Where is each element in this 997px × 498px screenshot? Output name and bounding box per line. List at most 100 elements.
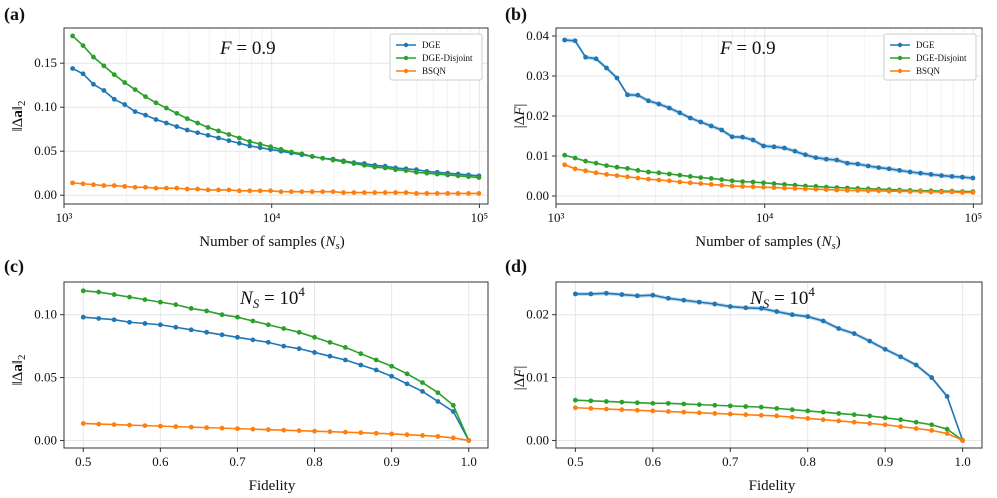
panel-a-dge-point <box>257 145 263 151</box>
panel-a-bsqn-point <box>320 189 326 195</box>
panel-d-bsqn-point <box>634 407 640 413</box>
panel-d-dge-point <box>898 354 904 360</box>
panel-d: 0.5 0.6 0.7 0.8 0.9 1.0 0.00 0.01 0.02 (d) NS = … <box>505 256 983 494</box>
panel-a-dge-disjoint-point <box>309 154 315 159</box>
panel-b-dge-disjoint-point <box>562 152 568 158</box>
panel-a-dge-disjoint-point <box>434 171 440 177</box>
panel-c-frame <box>63 281 489 449</box>
panel-b-bsqn-point <box>886 188 892 194</box>
panel-b-dge-point <box>761 143 766 149</box>
panel-b-dge-point <box>729 134 735 140</box>
panel-b-dge-point <box>740 134 746 140</box>
panel-b-dge-point <box>625 92 630 98</box>
panel-a-dge-point <box>70 66 75 71</box>
panel-b-dge-disjoint-point <box>635 168 641 173</box>
panel-d-dge-disjoint-point <box>572 397 578 403</box>
panel-a-bsqn-point <box>236 188 242 194</box>
panel-a-dge-point <box>163 120 169 126</box>
panel-c-y-tick-label: 0.00 <box>34 432 57 447</box>
panel-c-dge-point <box>327 353 333 359</box>
panel-d-ylabel: |ΔF| <box>512 366 528 391</box>
panel-a-dge-disjoint-point <box>91 54 96 60</box>
panel-d-x-tick-label: 1.0 <box>955 454 971 469</box>
panel-c-dge-point <box>312 350 317 355</box>
panel-d-bsqn-point <box>603 406 609 412</box>
panel-a-bsqn-point <box>341 190 346 195</box>
panel-b-dge-point <box>918 170 923 176</box>
panel-b-dge-point <box>562 37 568 43</box>
panel-a-dge-point <box>226 138 232 144</box>
panel-d-dge-disjoint-point <box>867 413 873 419</box>
panel-a-bsqn-point <box>111 183 117 188</box>
panel-a-dge-disjoint-point <box>132 87 138 92</box>
panel-b-dge-disjoint-point <box>729 178 735 184</box>
panel-a-bsqn-point <box>163 185 169 191</box>
panel-d-dge-point <box>851 331 857 336</box>
panel-b-dge-point <box>844 160 850 166</box>
panel-a-bsqn-point <box>455 191 461 196</box>
panel-b-dge-disjoint-point <box>771 181 777 187</box>
panel-c-y-tick-label: 0.05 <box>34 370 57 385</box>
panel-d-dge-point <box>882 346 888 352</box>
panel-c-dge-point <box>450 409 456 414</box>
panel-d-dge-disjoint-point <box>696 402 702 408</box>
panel-b-dge-point <box>907 169 913 175</box>
panel-c-x-tick-label: 0.8 <box>306 454 322 469</box>
panel-a-dge-point <box>80 71 86 77</box>
panel-c-dge-point <box>373 367 379 373</box>
panel-a-bsqn-point <box>361 190 367 195</box>
panel-b-dge-point <box>698 119 704 125</box>
panel-c-dge-disjoint-point <box>80 288 86 294</box>
panel-d-bsqn-point <box>929 427 935 433</box>
panel-c-dge-point <box>173 324 179 330</box>
panel-a-bsqn-point <box>132 184 138 190</box>
panel-a-xlabel: Number of samples (Ns) <box>199 234 345 252</box>
panel-b-dge-point <box>960 174 965 180</box>
panel-c-bsqn-point <box>327 429 333 435</box>
panel-c-dge-disjoint-point <box>389 363 395 369</box>
panel-b-bsqn-point <box>907 189 913 195</box>
panel-c-x-tick-label: 0.5 <box>75 454 91 469</box>
panel-b-dge-disjoint-point <box>708 176 714 181</box>
panel-c-dge-disjoint-point <box>219 312 225 318</box>
panel-c-dge-point <box>219 332 225 338</box>
panel-d-x-tick-label: 0.9 <box>877 454 893 469</box>
panel-a-bsqn-point <box>330 189 336 195</box>
panel-b-dge-point <box>572 38 578 44</box>
panel-b-x-tick-label: 10³ <box>548 210 565 225</box>
panel-d-dge-point <box>867 338 873 344</box>
panel-b-bsqn-point <box>729 183 735 189</box>
panel-d-y-tick-label: 0.00 <box>526 432 549 447</box>
panel-d-dge-disjoint-point <box>944 426 950 432</box>
panel-a-dge-disjoint-point <box>122 80 128 85</box>
panel-b-dge-point <box>834 157 840 163</box>
panel-a-bsqn-point <box>403 190 409 195</box>
panel-d-bsqn-point <box>805 416 811 421</box>
panel-c-dge-point <box>204 329 210 335</box>
panel-a-dge-point <box>143 112 148 118</box>
panel-a-dge-disjoint-point <box>445 172 451 178</box>
panel-c-bsqn-point <box>466 438 472 443</box>
panel-c-dge-point <box>111 317 117 323</box>
panel-a-bsqn-point <box>268 188 273 194</box>
panel-c-bsqn-point <box>342 429 348 435</box>
panel-b-bsqn-point <box>646 176 651 182</box>
panel-a-annotation: F = 0.9 <box>219 38 276 59</box>
panel-c-annotation: NS = 104 <box>239 284 305 311</box>
panel-b-dge-point <box>583 54 588 60</box>
panel-c-dge-disjoint-point <box>96 289 102 295</box>
panel-c-dge-disjoint-point <box>450 402 456 408</box>
panel-b-dge-point <box>708 123 714 129</box>
panel-c-bsqn-point <box>219 425 225 431</box>
panel-b-ylabel: |ΔF| <box>512 104 528 129</box>
panel-a-x-tick-label: 10⁴ <box>263 210 281 225</box>
panel-d-bsqn-point <box>960 438 966 443</box>
panel-b-bsqn-point <box>844 188 850 193</box>
panel-b-bsqn-point <box>656 177 662 183</box>
panel-d-dge-point <box>696 299 702 305</box>
panel-b-bsqn-point <box>761 184 766 190</box>
panel-c-dge-disjoint-point <box>404 371 410 377</box>
panel-c-dge-disjoint-point <box>173 302 179 308</box>
panel-b-y-tick-label: 0.00 <box>526 188 549 203</box>
panel-b-legend-label: DGE-Disjoint <box>916 53 967 63</box>
